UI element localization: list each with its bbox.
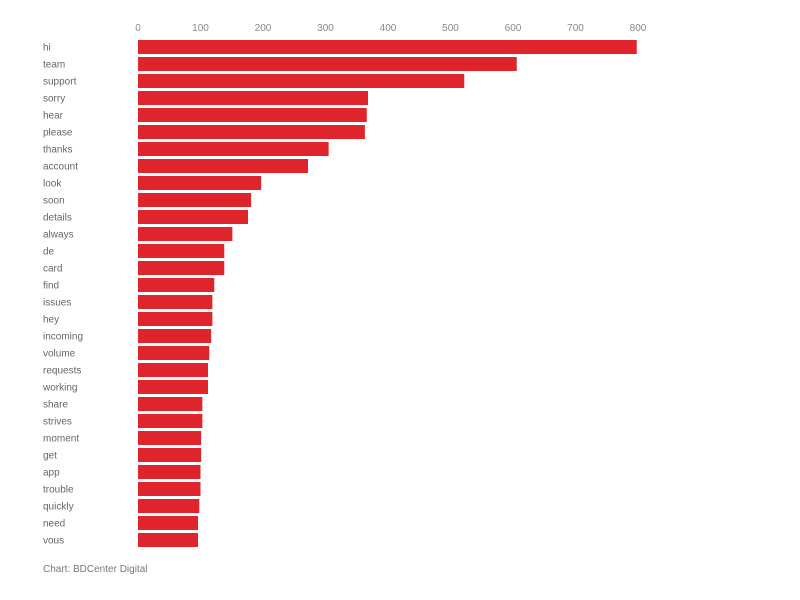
category-label: hi [43,43,51,54]
bar-look [138,176,262,190]
category-label: card [43,264,62,275]
bar-volume [138,346,210,360]
x-axis-ticks: 0 100 200 300 400 500 600 700 800 [135,23,647,34]
category-label: volume [43,349,76,360]
bar-support [138,74,465,88]
category-label: issues [43,298,71,309]
category-label: incoming [43,332,83,343]
bar-vous [138,533,198,547]
bar-thanks [138,142,329,156]
x-tick-label: 400 [380,23,397,34]
category-label: hear [43,111,64,122]
bars [138,40,637,547]
bar-hey [138,312,213,326]
bar-quickly [138,499,200,513]
category-label: sorry [43,94,65,105]
bar-details [138,210,248,224]
bar-card [138,261,225,275]
bar-working [138,380,208,394]
x-tick-label: 0 [135,23,141,34]
category-label: look [43,179,62,190]
category-label: working [42,383,77,394]
category-label: hey [43,315,59,326]
category-label: de [43,247,55,258]
x-tick-label: 700 [567,23,584,34]
bar-moment [138,431,202,445]
x-tick-label: 800 [630,23,647,34]
category-label: find [43,281,59,292]
bar-please [138,125,365,139]
bar-requests [138,363,208,377]
x-tick-label: 300 [317,23,334,34]
category-label: share [43,400,68,411]
bar-account [138,159,308,173]
category-label: requests [43,366,81,377]
category-label: support [43,77,77,88]
category-labels: hi team support sorry hear please thanks accoun… [42,43,83,547]
x-tick-label: 600 [505,23,522,34]
bar-soon [138,193,252,207]
bar-find [138,278,215,292]
category-label: thanks [43,145,72,156]
bar-get [138,448,202,462]
chart-credit: Chart: BDCenter Digital [43,564,148,575]
category-label: soon [43,196,65,207]
x-tick-label: 500 [442,23,459,34]
category-label: please [43,128,73,139]
bar-always [138,227,233,241]
category-label: trouble [43,485,74,496]
category-label: need [43,519,65,530]
bar-strives [138,414,203,428]
category-label: vous [43,536,64,547]
bar-need [138,516,198,530]
category-label: details [43,213,72,224]
bar-de [138,244,225,258]
category-label: app [43,468,60,479]
bar-sorry [138,91,368,105]
category-label: team [43,60,65,71]
bar-trouble [138,482,201,496]
category-label: account [43,162,78,173]
bar-team [138,57,517,71]
bar-app [138,465,201,479]
category-label: quickly [43,502,74,513]
category-label: get [43,451,57,462]
x-tick-label: 100 [192,23,209,34]
category-label: moment [43,434,79,445]
bar-hear [138,108,367,122]
category-label: always [43,230,74,241]
bar-hi [138,40,637,54]
bar-share [138,397,203,411]
x-tick-label: 200 [255,23,272,34]
bar-issues [138,295,213,309]
bar-incoming [138,329,212,343]
category-label: strives [43,417,72,428]
